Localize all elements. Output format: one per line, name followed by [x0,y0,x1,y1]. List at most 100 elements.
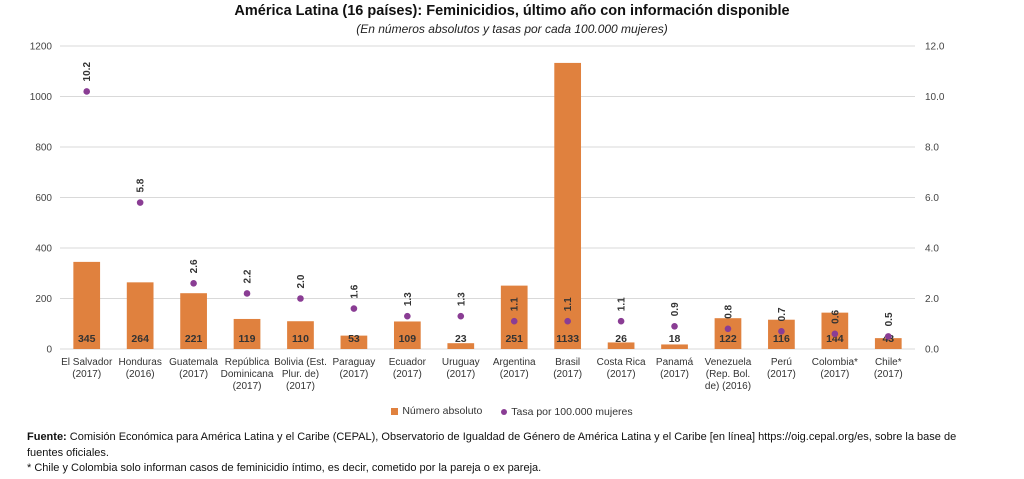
rate-value-label: 5.8 [136,178,147,192]
chart-footer: Fuente: Comisión Económica para América … [27,430,977,477]
y-right-tick-label: 2.0 [925,294,939,305]
rate-value-label: 1.1 [617,297,628,311]
x-tick-label: República [225,357,270,368]
x-tick-label: Ecuador [389,357,427,368]
bar-value-label: 53 [348,333,360,345]
rate-point [404,312,411,320]
rate-point [724,325,732,333]
bar-value-label: 144 [826,333,844,345]
bar [180,293,207,349]
bar [661,344,688,349]
x-tick-label: Dominicana [221,369,274,380]
x-tick-label: (Rep. Bol. [706,369,750,380]
x-tick-label: Costa Rica [597,357,646,368]
x-tick-label: Brasil [555,357,580,368]
bar [287,321,314,349]
bar [874,338,902,349]
source-text: Comisión Económica para América Latina y… [27,431,957,459]
y-right-tick-label: 4.0 [925,244,939,255]
chart-subtitle: (En números absolutos y tasas por cada 1… [356,22,668,36]
bar [447,343,475,349]
x-tick-label: Plur. de) [282,369,319,380]
rate-value-label: 1.3 [403,292,414,306]
x-tick-label: (2017) [339,369,368,380]
rate-point [564,317,571,325]
rate-point [136,199,144,206]
x-tick-label: (2017) [179,369,208,380]
footnote: * Chile y Colombia solo informan casos d… [27,462,542,474]
x-tick-label: (2017) [446,369,475,380]
rate-point [831,330,839,338]
x-tick-label: (2016) [126,369,155,380]
rate-value-label: 0.7 [777,307,788,321]
rate-value-label: 0.5 [884,312,895,326]
source-label: Fuente: [27,431,67,443]
bar-value-label: 122 [719,333,737,345]
x-tick-label: (2017) [660,369,689,380]
bar [554,62,582,349]
rate-point [884,333,892,340]
y-left-tick-label: 400 [35,244,52,255]
x-tick-label: (2017) [874,369,903,380]
x-tick-label: (2017) [72,369,101,380]
rate-value-label: 2.0 [296,274,307,288]
x-tick-label: de) (2016) [705,381,751,392]
bar [126,282,154,349]
bar [233,318,261,349]
x-tick-label: Chile* [875,357,902,368]
rate-value-label: 0.6 [830,310,841,324]
bar [500,285,528,349]
x-tick-label: (2017) [607,369,636,380]
y-left-tick-label: 600 [35,193,52,204]
rate-point [457,312,465,320]
legend-item-points: Tasa por 100.000 mujeres [501,405,633,418]
chart-title: América Latina (16 países): Feminicidios… [234,3,790,19]
legend-bars-label: Número absoluto [402,405,483,417]
bar-value-label: 18 [669,333,681,345]
bar-value-label: 221 [185,333,203,345]
y-right-tick-label: 8.0 [925,143,939,154]
rate-point [83,88,91,95]
bar-value-label: 264 [131,333,149,345]
y-right-tick-label: 10.0 [925,92,945,103]
rate-value-label: 2.6 [189,259,200,273]
y-right-tick-label: 0.0 [925,345,939,356]
legend-item-bars: Número absoluto [391,405,482,417]
y-left-tick-label: 200 [35,294,52,305]
bar-value-label: 116 [773,333,790,345]
rate-value-label: 2.2 [243,269,254,283]
y-right-tick-label: 12.0 [925,42,945,53]
rate-point [190,280,197,287]
rate-point [510,317,518,325]
legend-bar-swatch [391,407,399,415]
source-note: Fuente: Comisión Económica para América … [27,430,977,461]
y-left-tick-label: 800 [35,143,52,154]
x-tick-label: (2017) [767,369,796,380]
bar-value-label: 26 [615,333,627,345]
bar-value-label: 251 [505,333,523,345]
bar [73,261,101,349]
legend-points-label: Tasa por 100.000 mujeres [511,405,633,418]
x-tick-label: (2017) [820,369,849,380]
y-left-tick-label: 1000 [30,92,53,103]
rate-point [617,317,625,325]
rate-point [671,322,678,330]
x-tick-label: (2017) [553,369,582,380]
x-tick-label: Guatemala [169,357,218,368]
rate-value-label: 10.2 [82,62,93,82]
chart-legend: Número absoluto Tasa por 100.000 mujeres [0,405,1024,418]
rate-point [778,328,785,335]
rate-value-label: 1.1 [563,297,574,311]
y-left-tick-label: 0 [46,345,52,356]
bar-value-label: 109 [399,333,417,345]
x-tick-label: (2017) [233,381,262,392]
y-left-tick-label: 1200 [30,42,53,53]
rate-point [243,290,251,297]
x-tick-label: Panamá [656,357,694,368]
bar [393,321,421,349]
x-tick-label: El Salvador [61,357,113,368]
rate-value-label: 0.9 [670,302,681,316]
x-tick-label: Bolivia (Est. [274,357,327,368]
bar [340,335,368,349]
x-tick-label: Colombia* [812,357,858,368]
